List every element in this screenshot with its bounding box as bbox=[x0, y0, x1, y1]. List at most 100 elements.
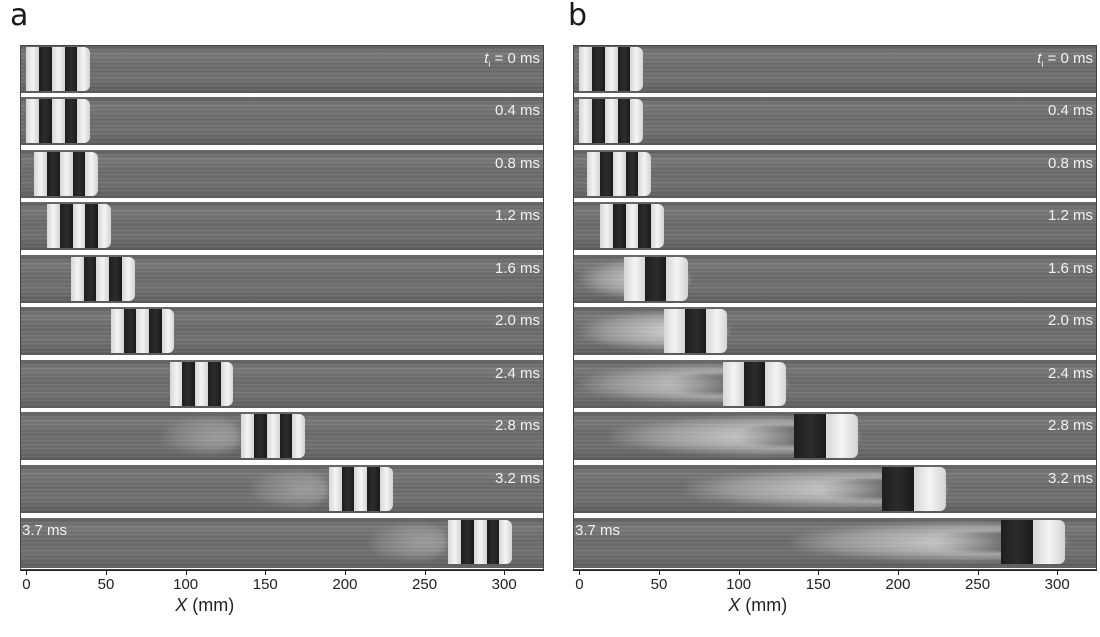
projectile-light-band bbox=[77, 47, 91, 91]
time-symbol: ti bbox=[484, 50, 491, 69]
projectile-light-band bbox=[136, 309, 150, 353]
projectile bbox=[579, 47, 644, 91]
projectile-light-band bbox=[623, 257, 646, 301]
projectile-light-band bbox=[26, 47, 40, 91]
projectile-light-band bbox=[241, 414, 255, 458]
x-axis-tick bbox=[659, 570, 660, 575]
frame-strip: 1.6 ms bbox=[20, 255, 544, 303]
projectile-light-band bbox=[34, 152, 48, 196]
frame-time-label: 1.2 ms bbox=[1047, 207, 1093, 224]
projectile-light-band bbox=[666, 257, 688, 301]
frame-strip: 2.4 ms bbox=[20, 360, 544, 408]
projectile-dark-band bbox=[59, 204, 73, 248]
x-axis-tick-label: 200 bbox=[332, 576, 358, 593]
projectile bbox=[600, 204, 664, 248]
projectile-light-band bbox=[161, 309, 175, 353]
projectile-light-band bbox=[51, 47, 65, 91]
projectile-light-band bbox=[604, 47, 618, 91]
x-axis-tick bbox=[344, 570, 346, 575]
x-axis-tick bbox=[26, 570, 28, 575]
debris-cloud bbox=[248, 469, 329, 509]
time-value: = 0 ms bbox=[490, 50, 540, 67]
frame-time-label: 2.4 ms bbox=[1047, 365, 1093, 382]
projectile-light-band bbox=[51, 99, 65, 143]
frame-time-label: 2.8 ms bbox=[1047, 417, 1093, 434]
projectile-dark-band bbox=[592, 99, 606, 143]
frame-time-label: 1.6 ms bbox=[494, 260, 540, 277]
projectile-dark-band bbox=[279, 414, 293, 458]
projectile-light-band bbox=[448, 520, 462, 564]
x-axis-tick bbox=[977, 570, 979, 575]
projectile bbox=[587, 152, 652, 196]
x-axis-unit: (mm) bbox=[187, 595, 235, 615]
projectile-light-band bbox=[220, 362, 234, 406]
projectile-light-band bbox=[663, 309, 686, 353]
frame-time-label: 3.7 ms bbox=[575, 522, 621, 539]
x-axis-tick bbox=[579, 570, 581, 575]
projectile-dark-band bbox=[645, 257, 667, 301]
x-axis-tick bbox=[185, 570, 187, 575]
debris-cloud bbox=[368, 522, 449, 562]
projectile bbox=[34, 152, 99, 196]
projectile-dark-band bbox=[600, 152, 614, 196]
projectile-dark-band bbox=[64, 47, 78, 91]
frame-time-label: ti = 0 ms bbox=[484, 50, 540, 69]
projectile-light-band bbox=[59, 152, 73, 196]
panel-a: ti = 0 ms 0.4 ms 0.8 ms 1.2 ms 1.6 ms 2.0 ms 2… bbox=[20, 45, 544, 615]
debris-cloud bbox=[161, 416, 242, 456]
frame-strip: 0.4 ms bbox=[20, 97, 544, 145]
frame-strip: 2.0 ms bbox=[573, 307, 1097, 355]
x-axis-variable: X bbox=[728, 595, 741, 615]
x-axis-tick-label: 200 bbox=[885, 576, 911, 593]
projectile-dark-band bbox=[367, 467, 381, 511]
projectile bbox=[328, 467, 393, 511]
x-axis-tick-label: 300 bbox=[491, 576, 517, 593]
projectile-dark-band bbox=[72, 152, 86, 196]
projectile-dark-band bbox=[617, 47, 631, 91]
frame-time-label: 0.8 ms bbox=[1047, 155, 1093, 172]
projectile-dark-band bbox=[123, 309, 137, 353]
panel-b-letter: b bbox=[568, 0, 588, 33]
x-axis-line bbox=[573, 570, 1097, 571]
frame-time-label: 1.2 ms bbox=[494, 207, 540, 224]
panel-b: ti = 0 ms 0.4 ms 0.8 ms 1.2 ms 1.6 ms 2.0 ms 2… bbox=[573, 45, 1097, 615]
projectile bbox=[47, 204, 111, 248]
projectile-light-band bbox=[630, 99, 644, 143]
projectile-dark-band bbox=[39, 47, 53, 91]
projectile-light-band bbox=[96, 257, 110, 301]
projectile-dark-band bbox=[1001, 520, 1034, 564]
projectile-dark-band bbox=[207, 362, 221, 406]
x-axis-tick-label: 250 bbox=[412, 576, 438, 593]
projectile-dark-band bbox=[64, 99, 78, 143]
projectile-light-band bbox=[328, 467, 343, 511]
projectile-light-band bbox=[292, 414, 306, 458]
frame-strip: ti = 0 ms bbox=[573, 45, 1097, 93]
projectile-dark-band bbox=[638, 204, 652, 248]
projectile-light-band bbox=[1033, 520, 1066, 564]
projectile-dark-band bbox=[881, 467, 915, 511]
projectile-light-band bbox=[826, 414, 859, 458]
x-axis-tick-label: 100 bbox=[726, 576, 752, 593]
projectile bbox=[722, 362, 787, 406]
projectile bbox=[241, 414, 306, 458]
projectile-dark-band bbox=[83, 257, 97, 301]
projectile-light-band bbox=[638, 152, 652, 196]
projectile bbox=[26, 47, 91, 91]
time-subscript: i bbox=[488, 59, 491, 69]
frame-time-label: 3.7 ms bbox=[22, 522, 68, 539]
frame-time-label: 2.0 ms bbox=[494, 312, 540, 329]
projectile-dark-band bbox=[743, 362, 766, 406]
frame-time-label: 3.2 ms bbox=[494, 470, 540, 487]
projectile-light-band bbox=[612, 152, 626, 196]
projectile bbox=[110, 309, 175, 353]
x-axis-tick-label: 50 bbox=[97, 576, 115, 593]
projectile bbox=[169, 362, 234, 406]
x-axis-tick bbox=[106, 570, 107, 575]
frame-strip: 2.8 ms bbox=[573, 412, 1097, 460]
x-axis-tick bbox=[265, 570, 267, 575]
frame-time-label: 0.4 ms bbox=[494, 102, 540, 119]
projectile-light-band bbox=[579, 47, 593, 91]
projectile-light-band bbox=[77, 99, 91, 143]
time-symbol: ti bbox=[1037, 50, 1044, 69]
frame-strip: 2.4 ms bbox=[573, 360, 1097, 408]
